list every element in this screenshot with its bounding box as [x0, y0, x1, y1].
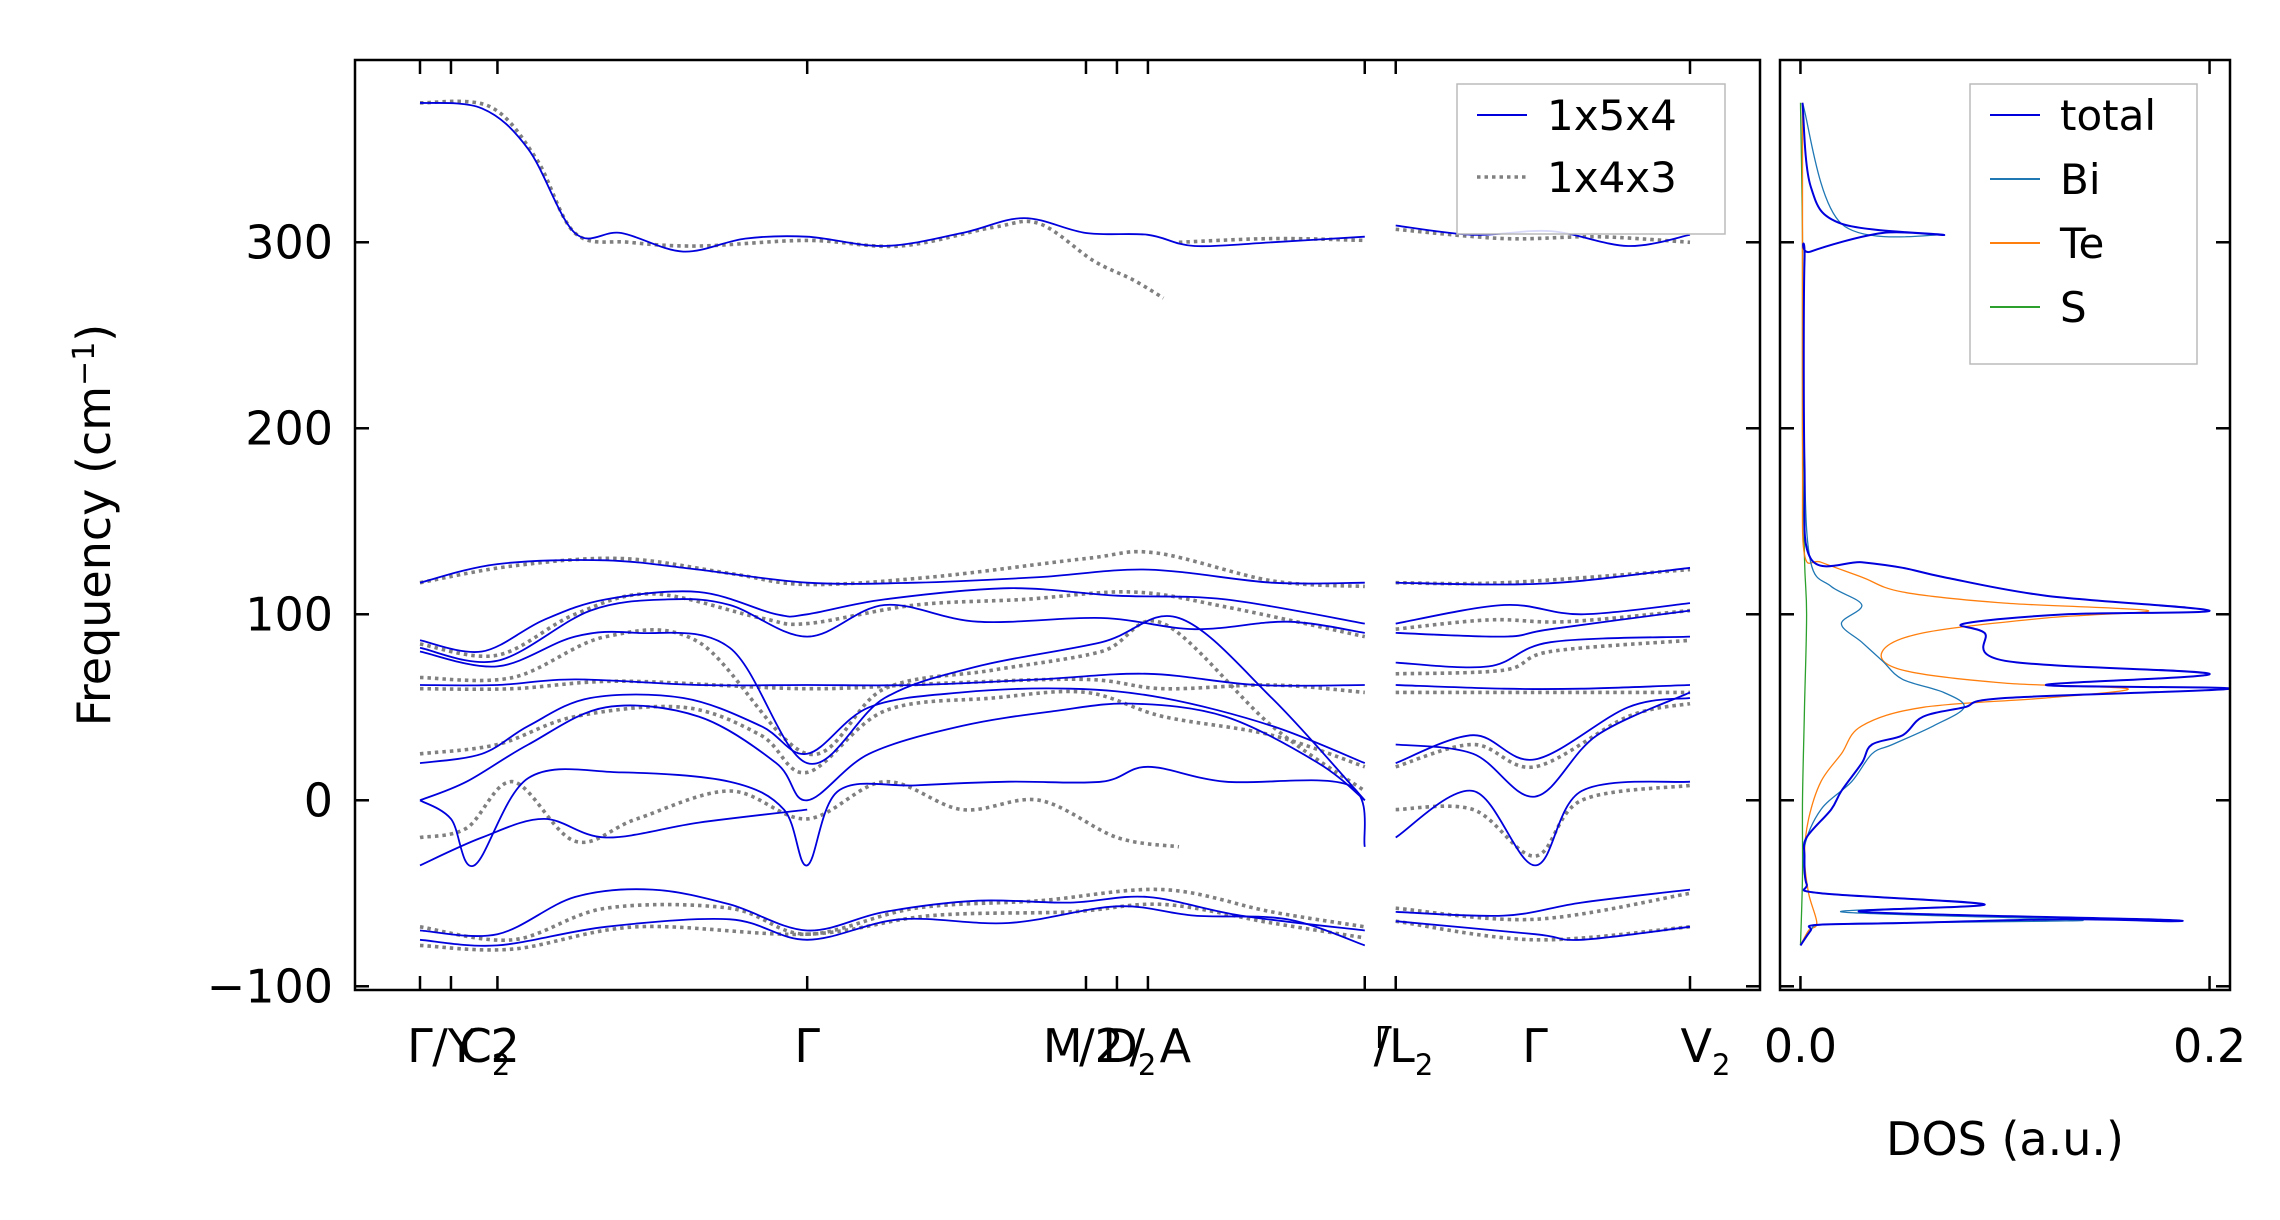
band-1x5x4-15	[1395, 691, 1691, 798]
band-1x4x3-4	[1395, 567, 1691, 586]
band-1x5x4-13	[1395, 697, 1691, 764]
y-tick-label: 0	[304, 773, 333, 827]
band-1x4x3-3	[419, 549, 1365, 589]
band-axes-frame	[353, 58, 1762, 992]
band-1x4x3-7	[419, 619, 1366, 793]
dos-legend-frame	[1969, 83, 2198, 365]
band-1x4x3-0	[419, 99, 1165, 300]
dos-x-tick-label: 0.2	[2173, 1019, 2246, 1073]
y-tick-label: 100	[245, 587, 333, 641]
band-1x5x4-8	[419, 615, 1366, 801]
band-1x4x3-8	[1395, 638, 1691, 676]
band-x-tick-label: D2	[1102, 1019, 1156, 1082]
band-x-tick-label: Γ	[794, 1019, 820, 1073]
y-tick-label: −100	[207, 959, 333, 1013]
band-1x4x3-5	[419, 590, 1366, 658]
legend-label-bi: Bi	[2060, 155, 2100, 204]
band-1x4x3-11	[419, 689, 1366, 775]
band-1x4x3-1	[1178, 236, 1365, 245]
band-x-tick-label: Γ	[407, 1019, 433, 1073]
band-1x5x4-17	[1395, 780, 1691, 867]
dos-x-axis-label: DOS (a.u.)	[1886, 1112, 2124, 1166]
band-x-tick-label: M	[1043, 1019, 1083, 1073]
band-1x5x4-10	[419, 672, 1365, 687]
y-axis-label: Frequency (cm−1)	[67, 324, 121, 727]
band-1x4x3-15	[419, 887, 1366, 943]
band-1x5x4-21	[419, 905, 1366, 947]
legend-label-1x4x3: 1x4x3	[1547, 153, 1677, 202]
band-1x4x3-13	[419, 779, 1180, 849]
band-1x5x4-16	[419, 765, 1366, 867]
band-1x5x4-9	[1395, 635, 1691, 669]
band-1x5x4-12	[419, 687, 1366, 764]
legend-label-te: Te	[2059, 219, 2104, 268]
band-legend-frame	[1456, 83, 1726, 235]
band-1x5x4-5	[1395, 602, 1691, 625]
legend-label-total: total	[2060, 91, 2156, 140]
band-1x5x4-3	[1395, 566, 1691, 586]
band-1x5x4-7	[1395, 609, 1691, 638]
band-1x5x4-0	[419, 101, 1365, 253]
band-lines	[419, 99, 1691, 952]
dos-axes-frame	[1778, 58, 2232, 992]
band-x-tick-label: /2	[1079, 1019, 1124, 1073]
band-x-tick-label: Γ	[1375, 1021, 1392, 1056]
dos-legend: total Bi Te S	[1969, 83, 2198, 365]
band-x-tick-label: Γ	[1522, 1019, 1548, 1073]
y-tick-label: 200	[245, 401, 333, 455]
band-1x5x4-4	[419, 587, 1365, 653]
band-1x5x4-14	[419, 702, 1366, 802]
band-1x5x4-22	[1395, 920, 1691, 941]
band-1x5x4-11	[1395, 684, 1691, 691]
band-x-tick-label: /L2	[1374, 1019, 1434, 1082]
legend-label-s: S	[2060, 283, 2087, 332]
band-x-tick-label: 2	[491, 1019, 520, 1073]
band-x-tick-label: /Y	[432, 1019, 476, 1073]
legend-label-1x5x4: 1x5x4	[1547, 91, 1677, 140]
band-1x4x3-16	[1395, 891, 1691, 922]
band-1x4x3-2	[1395, 227, 1691, 245]
band-legend: 1x5x4 1x4x3	[1456, 83, 1726, 235]
band-1x5x4-18	[419, 808, 808, 867]
band-1x5x4-2	[419, 559, 1365, 585]
band-x-tick-label: C2	[460, 1019, 511, 1082]
dos-x-tick-label: 0.0	[1764, 1019, 1837, 1073]
band-1x5x4-6	[419, 598, 1365, 663]
band-1x4x3-14	[1395, 783, 1691, 858]
band-1x5x4-20	[1395, 888, 1691, 917]
band-1x4x3-18	[1395, 919, 1691, 942]
band-x-tick-label: V2	[1681, 1019, 1731, 1082]
axes-layer	[353, 58, 2232, 992]
band-1x4x3-6	[1395, 608, 1691, 631]
band-1x5x4-19	[419, 888, 1365, 937]
band-x-tick-label: / A	[1130, 1019, 1192, 1073]
y-tick-label: 300	[245, 215, 333, 269]
